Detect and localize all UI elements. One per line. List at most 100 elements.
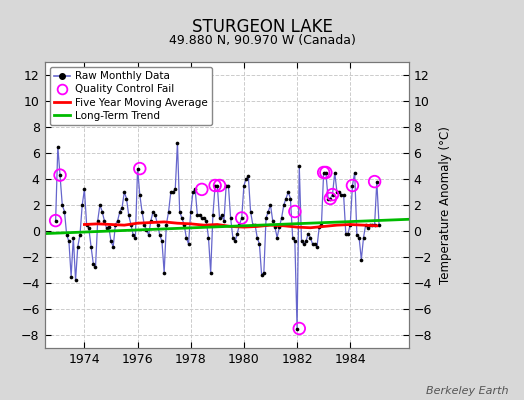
Point [131,234,139,241]
Point [65,238,73,244]
Point [82,221,91,228]
Point [105,224,113,230]
Point [151,212,159,218]
Point [237,215,246,221]
Point [73,243,82,250]
Point [178,215,186,221]
Point [217,212,226,218]
Text: Berkeley Earth: Berkeley Earth [426,386,508,396]
Point [235,221,244,228]
Point [89,260,97,267]
Point [364,225,372,232]
Point [335,189,343,195]
Point [116,208,124,215]
Point [136,166,144,172]
Point [286,195,294,202]
Point [302,238,310,244]
Point [56,172,64,178]
Point [154,221,162,228]
Point [340,191,348,198]
Point [167,189,175,195]
Point [182,234,191,241]
Point [284,189,292,195]
Point [306,234,314,241]
Point [344,230,352,237]
Point [191,186,199,193]
Point [262,215,270,221]
Point [125,212,133,218]
Point [375,221,383,228]
Point [198,186,206,193]
Point [257,272,266,278]
Point [184,241,193,247]
Point [109,243,117,250]
Point [355,234,363,241]
Point [280,202,288,208]
Point [359,234,368,241]
Point [85,225,93,232]
Point [295,163,303,169]
Point [293,325,301,332]
Point [138,208,146,215]
Point [333,189,341,195]
Point [107,238,115,244]
Point [266,202,275,208]
Point [176,208,184,215]
Point [366,221,374,228]
Point [193,212,202,218]
Point [337,191,346,198]
Point [273,234,281,241]
Point [331,169,339,176]
Point [76,232,84,238]
Point [357,256,366,263]
Point [51,218,60,224]
Point [114,218,122,224]
Point [120,189,128,195]
Point [313,243,321,250]
Point [300,241,308,247]
Point [158,238,166,244]
Point [326,195,334,202]
Point [69,234,78,241]
Point [246,208,255,215]
Point [189,189,197,195]
Point [348,182,357,189]
Point [211,182,220,189]
Point [244,173,253,180]
Point [251,221,259,228]
Point [91,264,100,270]
Point [129,232,137,238]
Point [320,169,328,176]
Point [317,221,325,228]
Point [370,221,379,228]
Point [326,195,334,202]
Point [348,182,357,189]
Point [62,232,71,238]
Point [237,215,246,221]
Point [322,169,330,176]
Point [142,226,150,233]
Point [165,208,173,215]
Point [368,221,377,228]
Point [67,273,75,280]
Point [233,230,242,237]
Point [80,186,89,193]
Point [51,218,60,224]
Point [304,230,312,237]
Point [96,202,104,208]
Y-axis label: Temperature Anomaly (°C): Temperature Anomaly (°C) [439,126,452,284]
Point [282,195,290,202]
Point [362,221,370,228]
Point [78,202,86,208]
Point [228,234,237,241]
Point [253,234,261,241]
Point [200,215,208,221]
Point [71,277,80,284]
Point [351,169,359,176]
Point [248,221,257,228]
Point [242,176,250,182]
Point [311,241,319,247]
Point [239,182,248,189]
Point [255,241,264,247]
Point [60,208,69,215]
